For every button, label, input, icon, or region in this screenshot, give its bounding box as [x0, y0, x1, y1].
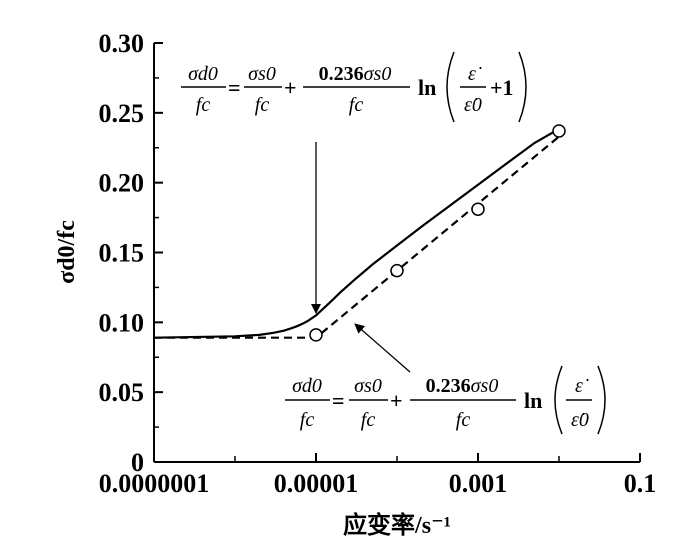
y-tick-label: 0.25	[99, 99, 145, 128]
data-point-marker	[390, 263, 404, 278]
series-line-solid	[153, 127, 560, 339]
eq2-t2-num: 0.236σs0	[426, 375, 499, 397]
eq1-arg-num: ε̇	[468, 63, 482, 85]
eq2-equals: =	[332, 388, 345, 413]
data-point-marker	[309, 328, 323, 342]
y-tick-label: 0.05	[99, 378, 145, 407]
arrow-bottom	[354, 323, 411, 373]
series-line-dashed	[154, 135, 560, 339]
data-point-marker	[552, 124, 566, 138]
eq1-t1-den: fc	[255, 94, 270, 116]
eq2-arg-den: ε̇0	[571, 409, 589, 431]
eq1-t1-num: σs0	[248, 63, 276, 85]
y-tick-label: 0.30	[99, 29, 145, 58]
tick-labels: 0 0.05 0.10 0.15 0.20 0.25 0.30 0.0000001 0.0000…	[99, 29, 657, 498]
eq1-lhs-den: fc	[196, 94, 211, 116]
series	[153, 127, 560, 339]
ticks	[153, 42, 641, 463]
annotation-top: σd0 fc = σs0 fc + 0.236σs0 fc ln ε̇ ε̇0 …	[181, 51, 527, 123]
eq1-plus: +	[284, 75, 297, 100]
eq2-t1-den: fc	[361, 409, 376, 431]
eq1-func: ln	[418, 75, 436, 100]
y-tick-label: 0.10	[99, 308, 145, 337]
markers	[309, 124, 566, 342]
eq2-paren-right	[597, 365, 606, 435]
x-tick-label: 0.001	[449, 469, 508, 498]
x-tick-label: 0.00001	[274, 469, 359, 498]
eq2-paren-left	[554, 365, 563, 435]
y-tick-label: 0.20	[99, 169, 145, 198]
eq1-arg-den: ε̇0	[464, 94, 482, 116]
eq1-t2-num: 0.236σs0	[319, 63, 392, 85]
y-axis-title: σd0/fc	[54, 220, 80, 284]
eq2-lhs-den: fc	[300, 409, 315, 431]
x-tick-label: 0.0000001	[99, 469, 210, 498]
eq2-func: ln	[524, 388, 542, 413]
x-axis-title: 应变率/s⁻¹	[343, 511, 451, 539]
x-tick-label: 0.1	[624, 469, 657, 498]
eq1-equals: =	[228, 75, 241, 100]
eq2-plus: +	[390, 388, 403, 413]
eq2-lhs-num: σd0	[292, 375, 322, 397]
eq2-arg-num: ε̇	[575, 375, 589, 397]
eq1-paren-left	[446, 51, 455, 123]
annotation-bottom: σd0 fc = σs0 fc + 0.236σs0 fc ln ε̇ ε̇0	[285, 365, 606, 435]
eq2-t1-num: σs0	[354, 375, 382, 397]
eq1-lhs-num: σd0	[188, 63, 218, 85]
y-tick-label: 0	[131, 448, 144, 477]
eq1-paren-right	[518, 51, 527, 123]
data-point-marker	[471, 202, 485, 216]
eq1-t2-den: fc	[349, 94, 364, 116]
y-tick-label: 0.15	[99, 239, 145, 268]
eq2-t2-den: fc	[456, 409, 471, 431]
eq1-extra: +1	[490, 75, 514, 100]
